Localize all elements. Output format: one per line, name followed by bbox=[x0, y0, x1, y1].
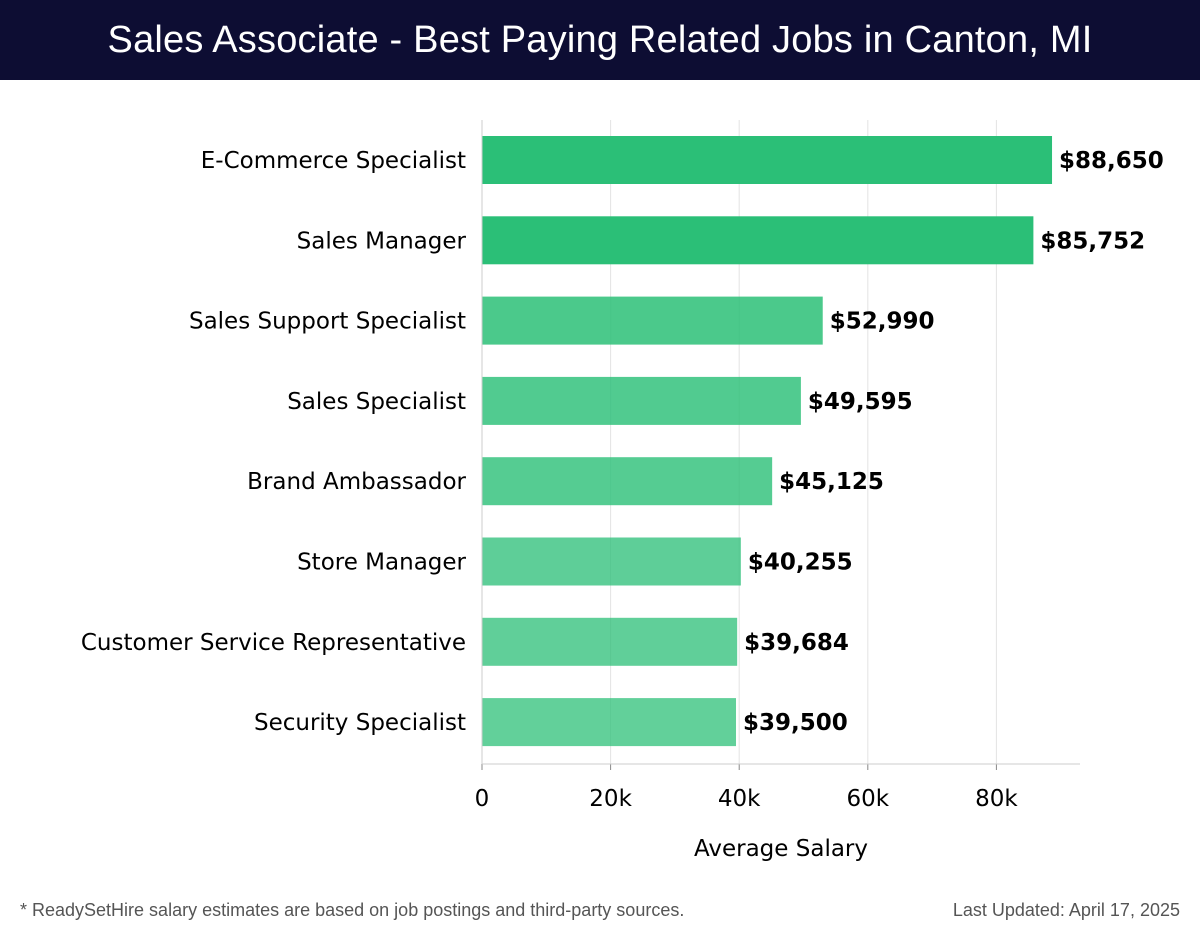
value-label: $39,684 bbox=[744, 630, 849, 656]
bar bbox=[482, 376, 801, 425]
footer-disclaimer: * ReadySetHire salary estimates are base… bbox=[20, 900, 685, 920]
salary-bar-chart: 0 20k 40k 60k 80k Average Salary E-Commerce S… bbox=[81, 120, 1164, 862]
bar bbox=[482, 296, 823, 345]
x-axis-title: Average Salary bbox=[694, 836, 868, 862]
labels: E-Commerce Specialist $88,650 Sales Manage… bbox=[81, 148, 1164, 736]
bar bbox=[482, 457, 773, 506]
value-label: $49,595 bbox=[808, 389, 913, 415]
axes: 0 20k 40k 60k 80k Average Salary bbox=[475, 120, 1080, 862]
x-tick-label: 20k bbox=[589, 786, 632, 812]
category-label: Customer Service Representative bbox=[81, 630, 466, 656]
bar bbox=[482, 617, 738, 666]
x-tick-label: 40k bbox=[718, 786, 761, 812]
value-label: $40,255 bbox=[748, 550, 853, 576]
x-tick-label: 0 bbox=[475, 786, 490, 812]
title-bar: Sales Associate - Best Paying Related Jo… bbox=[0, 0, 1200, 80]
bars bbox=[482, 136, 1053, 747]
category-label: Sales Manager bbox=[297, 228, 467, 254]
value-label: $85,752 bbox=[1040, 228, 1145, 254]
bar bbox=[482, 136, 1053, 184]
value-label: $39,500 bbox=[743, 710, 848, 736]
value-label: $88,650 bbox=[1059, 148, 1164, 174]
category-label: E-Commerce Specialist bbox=[201, 148, 466, 174]
value-label: $52,990 bbox=[830, 309, 935, 335]
x-tick-label: 80k bbox=[975, 786, 1018, 812]
category-label: Sales Support Specialist bbox=[189, 309, 466, 335]
value-label: $45,125 bbox=[779, 469, 884, 495]
category-label: Security Specialist bbox=[254, 710, 466, 736]
footer-last-updated: Last Updated: April 17, 2025 bbox=[952, 900, 1180, 920]
bar bbox=[482, 216, 1034, 265]
x-tick-label: 60k bbox=[847, 786, 890, 812]
category-label: Brand Ambassador bbox=[247, 469, 466, 495]
bar bbox=[482, 537, 741, 586]
page-title: Sales Associate - Best Paying Related Jo… bbox=[107, 18, 1093, 61]
category-label: Sales Specialist bbox=[287, 389, 466, 415]
bar bbox=[482, 698, 736, 747]
category-label: Store Manager bbox=[297, 550, 466, 576]
